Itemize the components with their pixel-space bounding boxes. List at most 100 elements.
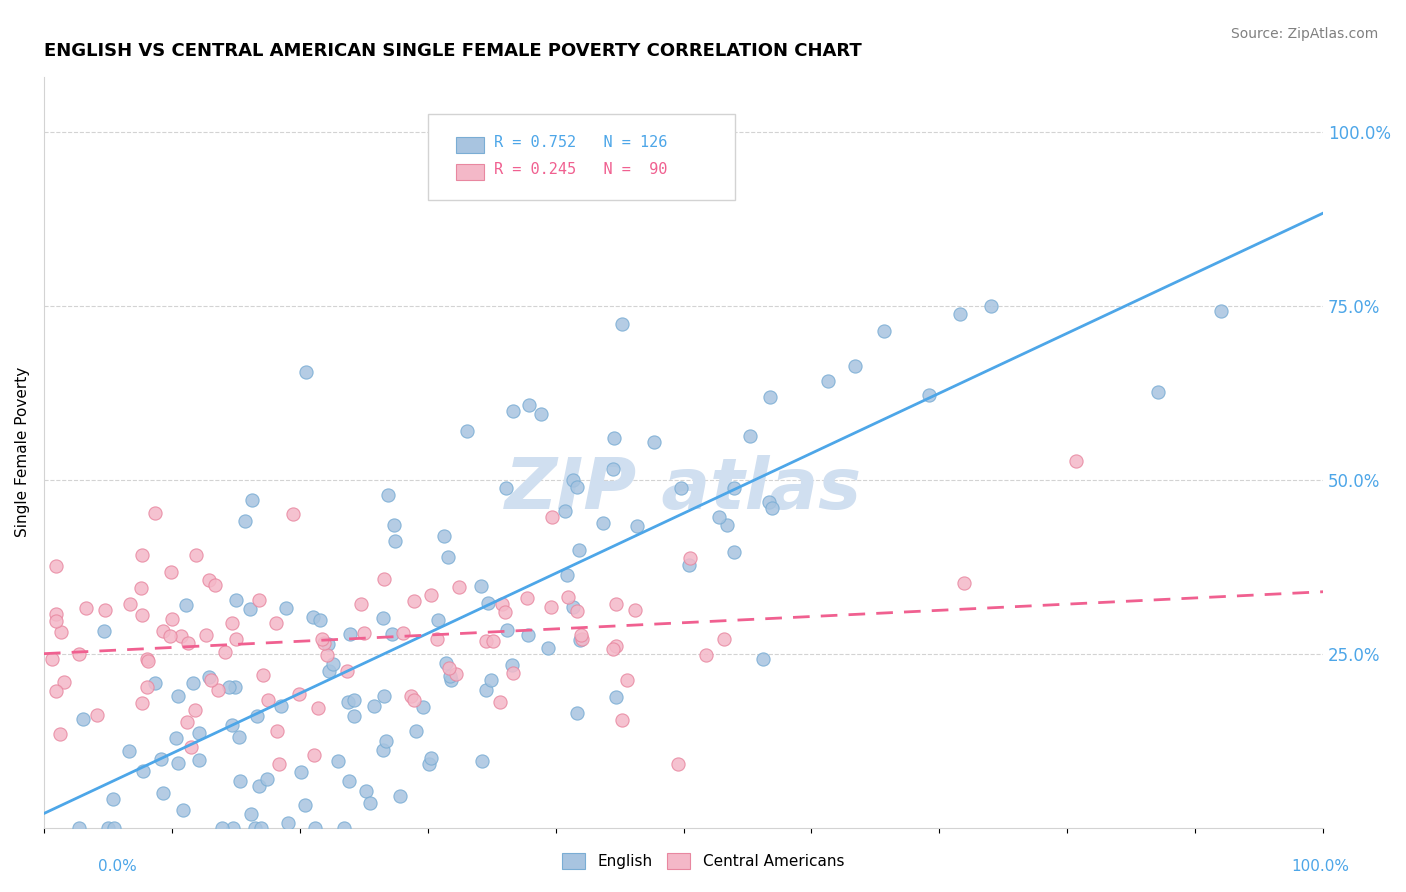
Point (679, 551, 702, 566)
Point (336, 665, 359, 679)
Point (311, 632, 333, 646)
Point (136, 654, 159, 668)
Point (240, 493, 263, 508)
Point (131, 607, 153, 622)
Point (267, 757, 290, 772)
Point (475, 634, 498, 648)
Point (568, 632, 591, 647)
Point (918, 388, 941, 402)
Point (287, 686, 309, 700)
Point (166, 756, 188, 770)
Point (562, 473, 585, 487)
Point (129, 581, 152, 595)
Point (250, 821, 273, 835)
Point (180, 740, 202, 755)
Point (980, 300, 1002, 314)
Point (86, 708, 108, 723)
Point (294, 797, 316, 812)
Point (103, 821, 125, 835)
Point (159, 629, 181, 643)
Point (953, 575, 976, 590)
Point (195, 628, 218, 642)
Point (554, 504, 576, 518)
Point (67, 821, 90, 835)
Point (339, 626, 361, 640)
Point (160, 565, 183, 579)
Point (174, 599, 197, 613)
Text: 100.0%: 100.0% (1292, 859, 1350, 874)
Point (354, 784, 377, 798)
Point (143, 506, 166, 520)
Point (373, 690, 395, 704)
Point (294, 365, 316, 379)
Point (243, 821, 266, 835)
Point (537, 641, 560, 656)
Point (246, 709, 269, 723)
Text: R = 0.245   N =  90: R = 0.245 N = 90 (494, 162, 668, 178)
Point (309, 613, 332, 627)
Point (541, 509, 564, 524)
Point (530, 407, 553, 421)
Point (257, 692, 280, 706)
Point (136, 680, 159, 694)
Point (602, 462, 624, 476)
Point (49, 727, 72, 741)
Point (418, 756, 440, 771)
Point (150, 752, 173, 766)
Point (605, 639, 627, 653)
Point (359, 796, 381, 810)
Point (439, 661, 461, 675)
Point (188, 725, 211, 739)
Point (516, 628, 538, 642)
Point (247, 593, 270, 607)
Point (152, 624, 174, 638)
Point (446, 667, 468, 681)
Text: Source: ZipAtlas.com: Source: ZipAtlas.com (1230, 27, 1378, 41)
Point (224, 680, 246, 694)
Point (565, 480, 588, 494)
Point (307, 701, 329, 715)
Point (481, 633, 503, 648)
Point (184, 548, 207, 562)
Point (713, 632, 735, 646)
Point (337, 774, 360, 789)
Point (218, 680, 240, 694)
Point (103, 792, 125, 806)
Point (426, 632, 449, 647)
Y-axis label: Single Female Poverty: Single Female Poverty (15, 367, 30, 537)
Point (44, 607, 66, 621)
Point (626, 518, 648, 533)
Point (602, 431, 624, 445)
Point (562, 599, 585, 614)
Point (517, 398, 540, 412)
Point (318, 665, 340, 679)
Point (304, 821, 326, 835)
Point (759, 390, 782, 404)
Point (222, 821, 245, 835)
Point (167, 690, 190, 704)
Point (214, 645, 236, 659)
Point (723, 481, 745, 495)
Point (678, 558, 700, 572)
Point (165, 731, 187, 745)
Point (239, 602, 262, 616)
Point (447, 580, 470, 594)
Point (669, 481, 692, 495)
Point (439, 669, 461, 683)
Point (616, 673, 638, 688)
Point (392, 626, 415, 640)
Point (456, 424, 478, 438)
Point (758, 494, 780, 508)
FancyBboxPatch shape (427, 114, 735, 201)
Point (274, 601, 297, 615)
Point (569, 628, 592, 642)
Point (266, 615, 288, 630)
Point (302, 748, 325, 763)
Point (371, 743, 394, 757)
Point (67, 647, 90, 661)
Point (252, 668, 274, 682)
Point (470, 579, 492, 593)
Point (72, 712, 94, 726)
Point (873, 325, 896, 339)
Point (716, 518, 738, 533)
